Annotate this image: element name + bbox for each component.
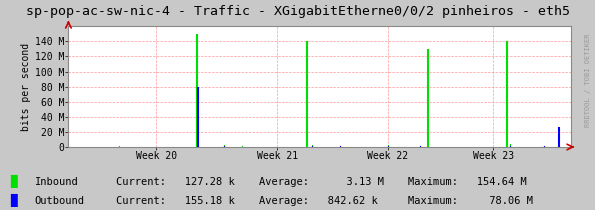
Text: █: █ [10, 175, 17, 188]
Text: █: █ [10, 194, 17, 207]
Text: Current:   127.28 k: Current: 127.28 k [116, 177, 235, 187]
Text: RRDTOOL / TOBI OETIKER: RRDTOOL / TOBI OETIKER [585, 33, 591, 127]
Text: Inbound: Inbound [35, 177, 79, 187]
Y-axis label: bits per second: bits per second [21, 43, 31, 131]
Text: Outbound: Outbound [35, 196, 84, 206]
Text: Average:   842.62 k: Average: 842.62 k [259, 196, 378, 206]
Text: Maximum:   154.64 M: Maximum: 154.64 M [408, 177, 527, 187]
Text: Maximum:     78.06 M: Maximum: 78.06 M [408, 196, 533, 206]
Text: Current:   155.18 k: Current: 155.18 k [116, 196, 235, 206]
Text: sp-pop-ac-sw-nic-4 - Traffic - XGigabitEtherne0/0/2 pinheiros - eth5: sp-pop-ac-sw-nic-4 - Traffic - XGigabitE… [26, 5, 569, 18]
Text: Average:      3.13 M: Average: 3.13 M [259, 177, 384, 187]
